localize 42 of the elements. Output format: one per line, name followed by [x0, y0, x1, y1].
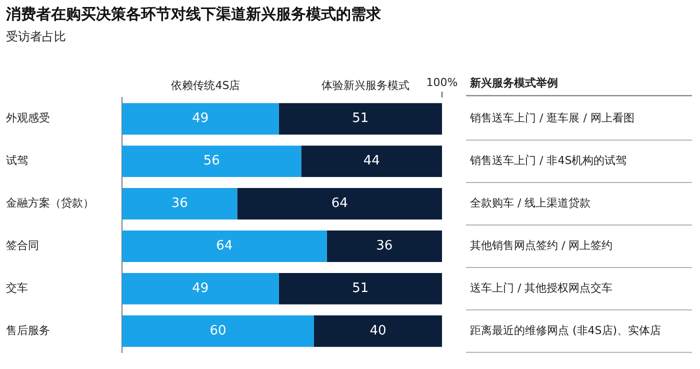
data-label: 36 [171, 196, 188, 212]
text: 全款购车 / 线上渠道贷款 [470, 196, 591, 210]
text: 销售送车上门 / 非4S机构的试驾 [469, 154, 627, 168]
data-label: 60 [210, 324, 226, 339]
data-label: 36 [376, 238, 393, 254]
chart-subtitle: 受访者占比 [6, 29, 66, 44]
bar [122, 146, 302, 178]
bar [122, 315, 314, 347]
bar [326, 230, 442, 262]
text: 新兴服务模式举例 [469, 76, 558, 90]
y-tick-label: 试驾 [6, 154, 28, 168]
text: 送车上门 / 其他授权网点交车 [470, 282, 613, 295]
data-label: 51 [352, 281, 369, 296]
series-label: 依赖传统4S店 [171, 78, 240, 92]
x-tick-label: 100% [426, 76, 458, 89]
data-label: 56 [203, 154, 220, 169]
series-label: 体验新兴服务模式 [322, 78, 410, 92]
y-tick-label: 售后服务 [6, 324, 50, 338]
data-label: 51 [352, 111, 369, 126]
bar [122, 272, 279, 304]
y-tick-label: 金融方案（贷款） [6, 196, 94, 210]
data-label: 64 [216, 238, 233, 254]
y-tick-label: 外观感受 [6, 112, 50, 125]
data-label: 40 [370, 324, 386, 339]
data-label: 49 [192, 281, 209, 296]
bar [122, 103, 279, 135]
y-tick-label: 交车 [6, 282, 28, 295]
text: 其他销售网点签约 / 网上签约 [470, 239, 613, 252]
data-label: 64 [331, 196, 348, 212]
bar [314, 315, 442, 347]
text: 销售送车上门 / 逛车展 / 网上看图 [469, 112, 634, 125]
data-label: 44 [363, 154, 380, 169]
bar [237, 188, 442, 220]
bar [278, 103, 442, 135]
bar [122, 188, 238, 220]
bar [122, 230, 327, 262]
bar [301, 146, 442, 178]
text: 距离最近的维修网点 (非4S店)、实体店 [470, 324, 662, 338]
y-tick-label: 签合同 [6, 239, 39, 252]
bar [278, 272, 442, 304]
data-label: 49 [192, 111, 209, 126]
chart-title: 消费者在购买决策各环节对线下渠道新兴服务模式的需求 [5, 4, 382, 23]
